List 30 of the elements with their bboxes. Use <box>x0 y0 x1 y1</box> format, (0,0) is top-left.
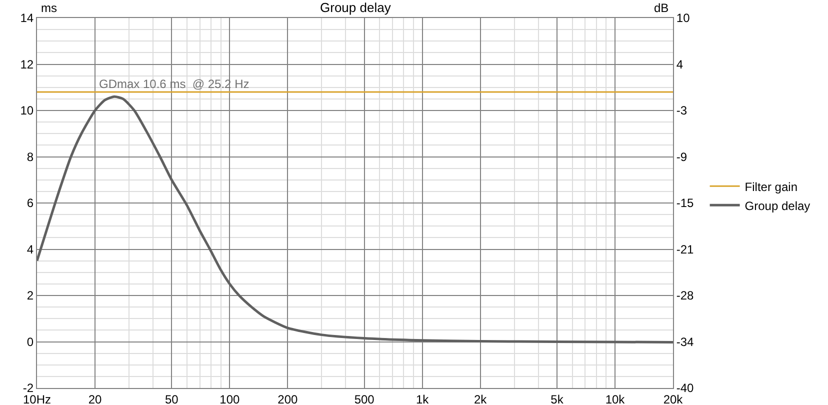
y-tick-label: 12 <box>20 57 34 72</box>
x-tick-label: 50 <box>164 392 179 405</box>
y-tick-label: 14 <box>20 11 34 26</box>
x-tick-label: 5k <box>550 392 564 405</box>
y-tick-label: 8 <box>26 150 34 164</box>
y-axis-title: ms <box>41 1 57 15</box>
y2-tick-label: -15 <box>676 196 694 210</box>
x-tick-label: 20 <box>88 392 102 405</box>
y-tick-label: 0 <box>26 334 34 349</box>
x-tick-label: 2k <box>474 392 488 405</box>
y-tick-label: 4 <box>26 242 34 256</box>
y-tick-label: 2 <box>26 288 34 303</box>
x-tick-label: 100 <box>220 392 240 405</box>
y-tick-label: 10 <box>20 104 34 118</box>
y2-axis-title: dB <box>654 1 669 15</box>
y2-tick-label: 4 <box>676 57 684 72</box>
x-tick-label: 500 <box>354 392 375 405</box>
chart-title: Group delay <box>320 0 392 15</box>
y-tick-label: 6 <box>26 196 34 210</box>
y2-tick-label: 10 <box>676 11 690 26</box>
x-tick-label: 1k <box>416 392 430 405</box>
x-tick-label: 10k <box>605 392 626 405</box>
y2-tick-label: -9 <box>676 150 688 164</box>
y2-tick-label: -21 <box>676 242 694 256</box>
y2-tick-label: -3 <box>676 104 688 118</box>
y2-tick-label: -28 <box>676 288 694 303</box>
y2-tick-label: -34 <box>676 334 694 349</box>
legend-label: Group delay <box>744 198 810 213</box>
x-tick-label: 200 <box>278 392 298 405</box>
legend-label: Filter gain <box>744 180 798 194</box>
